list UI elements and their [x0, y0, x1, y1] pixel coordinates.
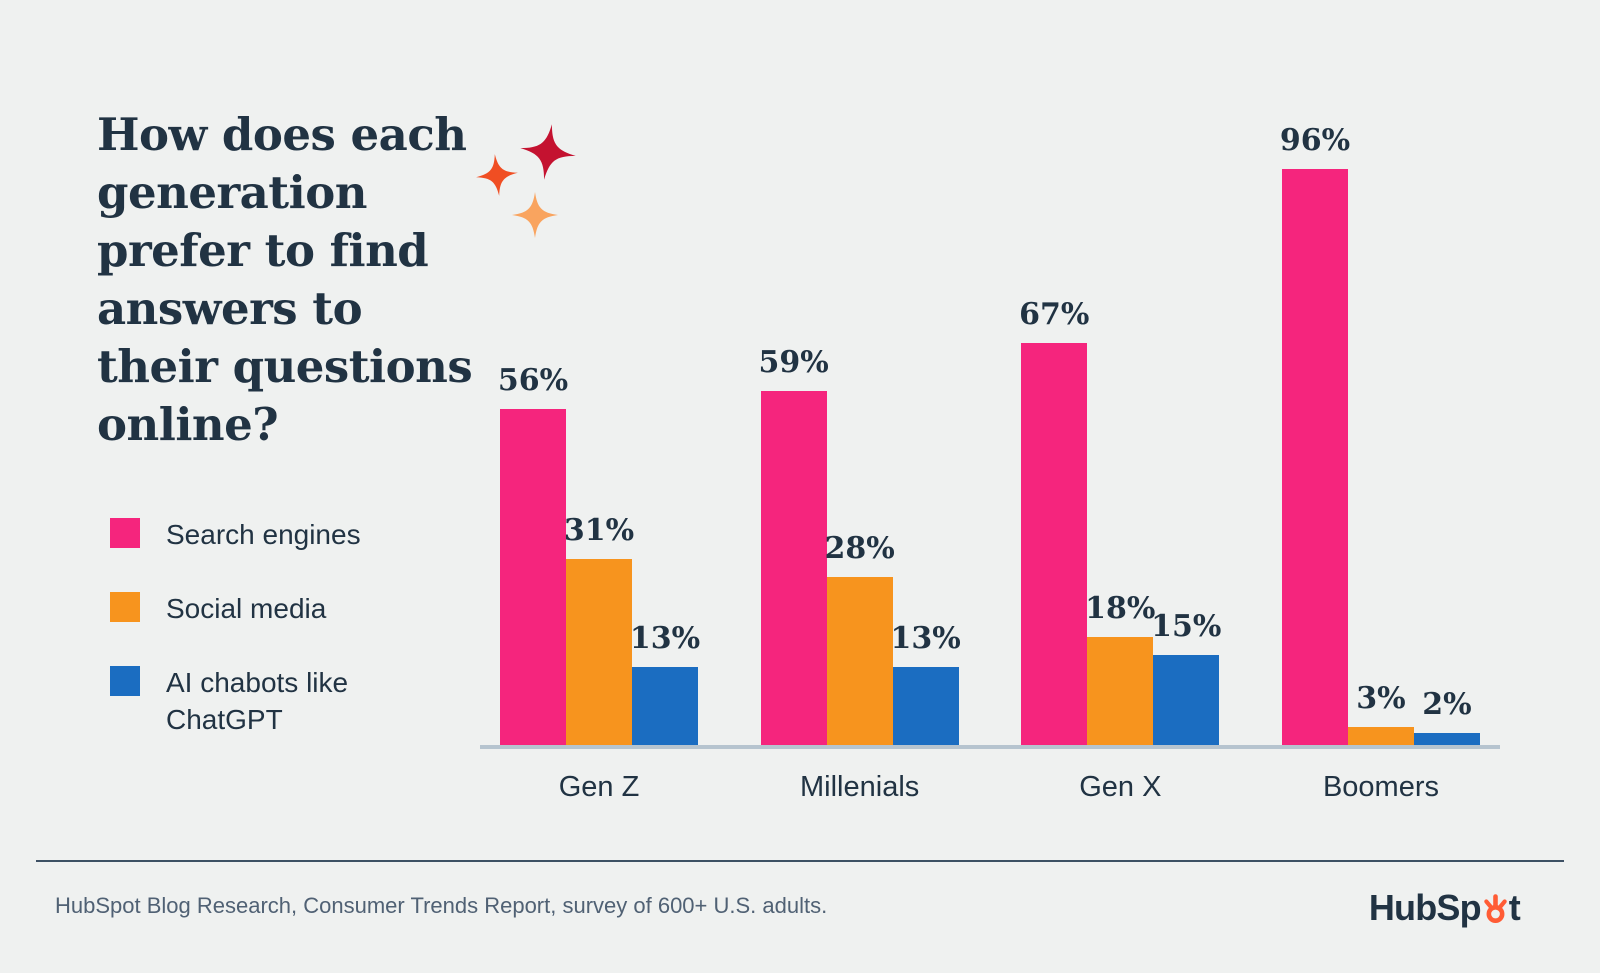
legend-label: Social media: [166, 592, 327, 624]
category-label: Boomers: [1322, 771, 1439, 803]
bar-value-label: 59%: [758, 345, 829, 380]
bar: 2%: [1413, 687, 1480, 745]
legend-label: Search engines: [166, 519, 361, 550]
category-label: Gen X: [1079, 771, 1162, 803]
bar: 56%: [498, 363, 568, 745]
bar-group-gen-x: 67% 18% 15%: [1019, 297, 1221, 745]
legend-item-social-media: Social media: [110, 590, 421, 628]
hubspot-logo: HubSp t: [1368, 883, 1521, 933]
legend-label: AI chabots like ChatGPT: [166, 666, 349, 736]
bar-value-label: 2%: [1422, 687, 1472, 722]
bar: 59%: [759, 345, 829, 745]
bar: 31%: [564, 513, 634, 745]
bar-value-label: 56%: [497, 363, 569, 398]
chart-title: How does each generation prefer to find …: [97, 108, 473, 452]
bar-value-label: 18%: [1085, 591, 1156, 626]
sparkle-icon-medium: [476, 154, 518, 196]
legend-item-ai-chatbots: AI chabots like ChatGPT: [110, 664, 421, 740]
bar-group-gen-z: 56% 31% 13%: [498, 363, 700, 745]
sparkle-icon-small: [512, 192, 558, 238]
bar-value-label: 13%: [890, 621, 961, 656]
bar-value-label: 96%: [1279, 123, 1351, 158]
bar-value-label: 28%: [824, 531, 895, 566]
x-axis-line: [480, 745, 1500, 749]
category-label: Gen Z: [558, 771, 640, 803]
bar: 96%: [1280, 123, 1350, 745]
category-label: Millenials: [800, 771, 920, 803]
bar: 13%: [630, 621, 700, 745]
footer-divider: [36, 860, 1564, 862]
bar-chart: 56% 31% 13% 59% 28% 13% 67% 18% 15% 96% 3% 2% Gen Z…: [480, 123, 1500, 804]
hubspot-sprocket-icon: [1482, 891, 1509, 933]
hubspot-logo-text-prefix: HubSp: [1368, 887, 1482, 928]
bar-value-label: 31%: [563, 513, 635, 548]
bar: 18%: [1085, 591, 1155, 745]
legend-swatch-orange: [110, 591, 140, 622]
legend: Search engines Social media AI chabots l…: [110, 516, 421, 739]
bar: 67%: [1019, 297, 1089, 745]
sparkles-decoration: [468, 118, 608, 258]
source-attribution: HubSpot Blog Research, Consumer Trends R…: [55, 893, 828, 918]
bar: 3%: [1347, 681, 1414, 745]
bar: 28%: [825, 531, 895, 745]
sparkle-icon-large: [520, 124, 576, 180]
hubspot-logo-text-suffix: t: [1508, 887, 1521, 928]
bar-value-label: 15%: [1151, 609, 1222, 644]
legend-swatch-blue: [110, 665, 140, 696]
category-labels: Gen Z Millenials Gen X Boomers: [500, 771, 1480, 804]
bar-value-label: 67%: [1019, 297, 1090, 332]
legend-item-search-engines: Search engines: [110, 516, 421, 554]
bar: 15%: [1151, 609, 1221, 745]
bars-area: 56% 31% 13% 59% 28% 13% 67% 18% 15% 96% 3% 2%: [498, 123, 1480, 745]
bar-group-millenials: 59% 28% 13%: [759, 345, 961, 745]
bar-value-label: 13%: [629, 621, 701, 656]
bar: 13%: [891, 621, 961, 745]
bar-group-boomers: 96% 3% 2%: [1280, 123, 1480, 745]
legend-swatch-pink: [110, 518, 140, 548]
bar-value-label: 3%: [1356, 681, 1406, 716]
